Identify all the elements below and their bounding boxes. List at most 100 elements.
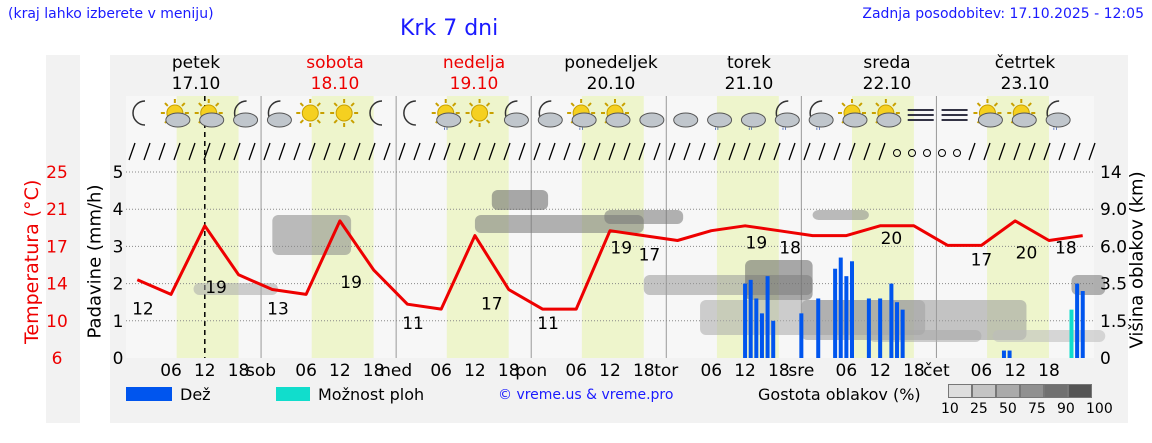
wind-barb [653,142,661,161]
precipitation-bar [754,298,759,358]
temperature-value-label: 11 [537,314,559,334]
copyright-link[interactable]: © vreme.us & vreme.pro [498,387,674,403]
cloud-cover-area [193,283,278,295]
svg-text:'': '' [443,127,448,137]
wind-barb [998,142,1006,161]
temperature-tick: 21 [46,200,68,220]
moon-cloud-icon [537,100,563,128]
sun-cloud-icon [601,99,631,128]
cloud-cover-area [1071,275,1106,295]
x-axis-tick: 18 [498,361,520,381]
temperature-tick: 25 [46,163,68,183]
precipitation-bar [765,276,770,358]
wind-barb [383,142,391,161]
x-axis-tick: sob [246,361,276,381]
x-axis-tick: tor [654,361,678,381]
wind-barb [968,142,976,161]
cloud-rain-icon: '' [707,112,733,137]
day-date: 18.10 [310,74,360,94]
wind-barb [788,142,796,161]
day-header: petek 17.10 [136,53,256,95]
cloud-density-swatch [972,384,996,398]
temperature-value-label: 19 [340,273,362,293]
day-name: petek [171,53,221,73]
sun-icon [296,99,325,127]
precipitation-bar [900,309,905,358]
x-axis-tick: 06 [430,361,452,381]
sun-cloud-icon [194,99,225,128]
region-note[interactable]: (kraj lahko izberete v meniju) [8,6,214,22]
wind-barb [1028,142,1036,161]
wind-barb [863,142,871,161]
precipitation-tick: 2 [113,275,124,295]
precipitation-bar [1075,283,1080,358]
wind-barb [428,142,436,161]
temperature-value-label: 13 [267,299,289,319]
x-axis-tick: 06 [700,361,722,381]
sun-cloud-icon [1007,99,1037,128]
x-axis-tick: 12 [869,361,891,381]
temperature-value-label: 19 [610,239,632,259]
cloud-density-label: 10 [941,401,959,417]
wind-barb [128,142,136,161]
svg-text:'': '' [748,127,753,137]
cloud-icon [639,112,665,128]
wind-barb [608,142,616,161]
wind-barb [263,142,271,161]
cloud-icon [673,112,699,128]
sun-cloud-rain-icon: '' [431,99,462,137]
day-header: četrtek 23.10 [965,53,1085,95]
wind-barb [533,142,541,161]
wind-barb [848,142,856,161]
wind-barb [803,142,811,161]
precipitation-tick: 4 [113,200,124,220]
svg-text:'': '' [816,127,821,137]
wind-barb [443,142,451,161]
temperature-value-label: 18 [1055,239,1077,259]
precipitation-bar [866,298,871,358]
precipitation-tick: 5 [113,163,124,183]
wind-barb [233,142,241,161]
precipitation-axis-label: Padavine (mm/h) [84,184,106,339]
sun-icon [330,99,359,127]
wind-calm-symbol [953,149,961,157]
cloud-cover-area [604,210,684,224]
showers-legend-swatch [276,387,310,401]
moon-cloud-icon [503,100,529,128]
svg-text:'': '' [579,127,584,137]
wind-barb [473,142,481,161]
wind-barb [638,142,646,161]
wind-barb [188,142,196,161]
x-axis-tick: čet [923,361,950,381]
wind-barb [353,142,361,161]
wind-barb [983,142,991,161]
temperature-value-label: 19 [205,278,227,298]
precipitation-bar [1080,291,1085,358]
wind-barb [1073,142,1081,161]
precipitation-bar [833,268,838,358]
wind-barb [713,142,721,161]
precipitation-bar [1069,309,1074,358]
wind-barb [593,142,601,161]
wind-barb [488,142,496,161]
fog-icon [907,109,934,121]
precipitation-tick: 3 [113,237,124,257]
cloud-rain-icon: '' [740,112,766,137]
showers-legend-label: Možnost ploh [318,385,425,404]
cloud-cover-area [992,330,1106,342]
wind-barb [158,142,166,161]
wind-barb [698,142,706,161]
x-axis-tick: 06 [836,361,858,381]
wind-barb [1043,142,1051,161]
precipitation-tick: 1 [113,312,124,332]
cloud-cover-area [272,215,352,255]
sun-cloud-icon [973,99,1003,128]
wind-calm-symbol [908,149,916,157]
wind-barb [1088,142,1096,161]
svg-text:'': '' [782,127,787,137]
wind-barb [308,142,316,161]
fog-icon [941,109,968,121]
x-axis-tick: 12 [464,361,486,381]
wind-barb [773,142,781,161]
temperature-value-label: 12 [132,299,154,319]
